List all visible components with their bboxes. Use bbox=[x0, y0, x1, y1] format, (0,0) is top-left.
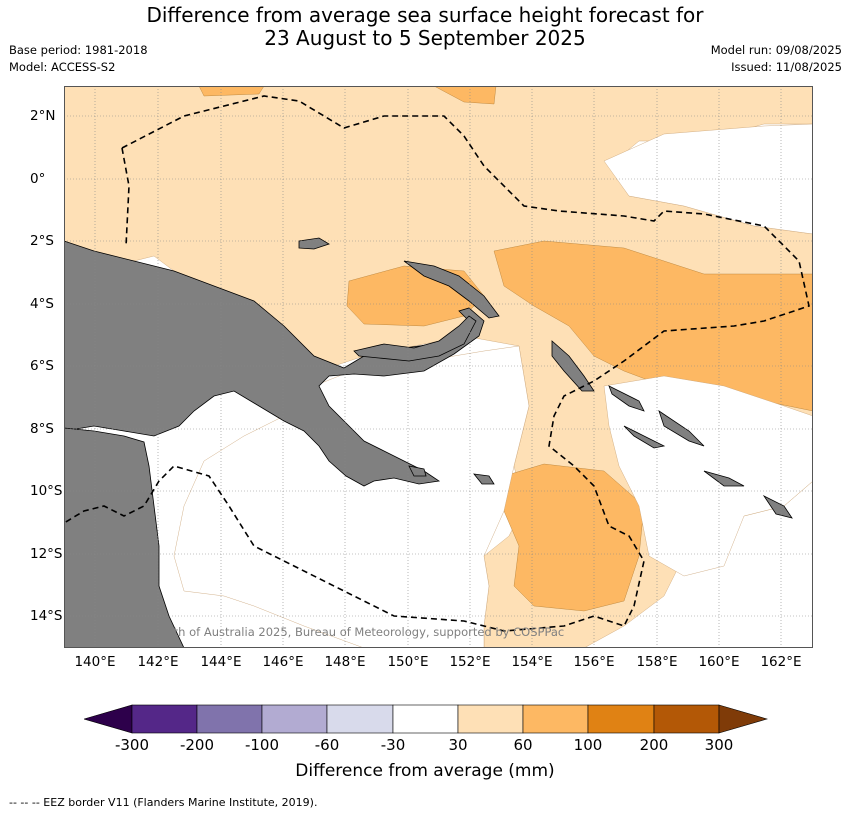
sea-level-map: © Commonwealth of Australia 2025, Bureau… bbox=[64, 86, 813, 648]
colorbar-swatch bbox=[196, 704, 263, 734]
new-guinea bbox=[64, 240, 485, 487]
colorbar-tick: -30 bbox=[380, 736, 406, 754]
lon-label: 162°E bbox=[760, 654, 802, 670]
eez-legend-note: -- -- -- EEZ border V11 (Flanders Marine… bbox=[9, 796, 318, 809]
lon-label: 142°E bbox=[137, 654, 179, 670]
title-line-2: 23 August to 5 September 2025 bbox=[264, 26, 586, 50]
colorbar-tick: 60 bbox=[513, 736, 533, 754]
colorbar-label: Difference from average (mm) bbox=[295, 761, 555, 781]
solomon-islands-3 bbox=[623, 425, 666, 449]
colorbar-swatch bbox=[131, 704, 198, 734]
colorbar-swatch bbox=[653, 704, 720, 734]
new-britain bbox=[353, 315, 477, 362]
trobriand-islands bbox=[408, 465, 427, 477]
colorbar-swatch bbox=[587, 704, 655, 734]
lat-label: 12°S bbox=[30, 546, 63, 562]
colorbar-tick: -100 bbox=[244, 736, 280, 754]
lat-lon-grid bbox=[64, 86, 813, 648]
colorbar-tick: -60 bbox=[314, 736, 340, 754]
lat-label: 4°S bbox=[30, 296, 54, 312]
australia-cape-york bbox=[64, 427, 185, 648]
lon-label: 148°E bbox=[324, 654, 366, 670]
base-period: Base period: 1981-2018 bbox=[9, 43, 148, 57]
lon-label: 156°E bbox=[573, 654, 615, 670]
lon-label: 154°E bbox=[511, 654, 553, 670]
lon-label: 160°E bbox=[698, 654, 740, 670]
bougainville bbox=[551, 340, 595, 392]
anomaly-region-60-100-south bbox=[503, 463, 645, 612]
map-frame bbox=[64, 86, 813, 648]
colorbar-tick: 300 bbox=[704, 736, 734, 754]
colorbar-tick: 200 bbox=[639, 736, 669, 754]
anomaly-region-neutral-east bbox=[603, 123, 813, 235]
solomon-islands-4 bbox=[703, 470, 745, 487]
lon-label: 144°E bbox=[200, 654, 242, 670]
colorbar-swatch bbox=[522, 704, 589, 734]
solomon-islands-1 bbox=[608, 385, 645, 412]
copyright-notice: © Commonwealth of Australia 2025, Bureau… bbox=[80, 625, 564, 639]
map-title: Difference from average sea surface heig… bbox=[0, 4, 850, 50]
title-line-1: Difference from average sea surface heig… bbox=[146, 3, 704, 27]
colorbar-tick: 30 bbox=[448, 736, 468, 754]
anomaly-region-60-100-top bbox=[198, 86, 265, 97]
anomaly-region-neutral-se bbox=[603, 375, 813, 577]
lon-label: 152°E bbox=[449, 654, 491, 670]
lat-label: 14°S bbox=[30, 608, 63, 624]
solomon-islands-2 bbox=[658, 410, 705, 447]
colorbar-swatch bbox=[261, 704, 328, 734]
colorbar-tick: 100 bbox=[573, 736, 603, 754]
anomaly-region-30-60-left bbox=[64, 156, 82, 236]
meta-right: Model run: 09/08/2025 Issued: 11/08/2025 bbox=[711, 42, 842, 76]
louisiade-islands bbox=[473, 473, 495, 485]
colorbar-tick: -300 bbox=[114, 736, 150, 754]
lon-label: 146°E bbox=[262, 654, 304, 670]
colorbar-min-arrow bbox=[84, 704, 133, 734]
lat-label: 2°S bbox=[30, 233, 54, 249]
lat-label: 6°S bbox=[30, 358, 54, 374]
anomaly-region-60-100-topright bbox=[433, 86, 497, 105]
lat-label: 10°S bbox=[30, 483, 63, 499]
colorbar-swatch bbox=[457, 704, 524, 734]
solomon-islands-5 bbox=[762, 494, 793, 519]
lon-label: 140°E bbox=[74, 654, 116, 670]
lat-label: 8°S bbox=[30, 421, 54, 437]
colorbar-tick: -200 bbox=[179, 736, 215, 754]
model-name: Model: ACCESS-S2 bbox=[9, 60, 116, 74]
colorbar-max-arrow bbox=[718, 704, 768, 734]
lon-label: 150°E bbox=[387, 654, 429, 670]
manus-island bbox=[298, 237, 330, 250]
lat-label: 2°N bbox=[30, 108, 56, 124]
colorbar-swatch bbox=[326, 704, 394, 734]
land-masses bbox=[64, 237, 793, 648]
eez-border-west bbox=[121, 147, 130, 247]
lon-label: 158°E bbox=[636, 654, 678, 670]
colorbar bbox=[84, 704, 768, 734]
lat-label: 0° bbox=[30, 171, 46, 187]
model-run: Model run: 09/08/2025 bbox=[710, 43, 842, 57]
colorbar-swatch bbox=[392, 704, 459, 734]
meta-left: Base period: 1981-2018 Model: ACCESS-S2 bbox=[9, 42, 148, 76]
issued-date: Issued: 11/08/2025 bbox=[731, 60, 842, 74]
eez-border bbox=[64, 95, 810, 632]
